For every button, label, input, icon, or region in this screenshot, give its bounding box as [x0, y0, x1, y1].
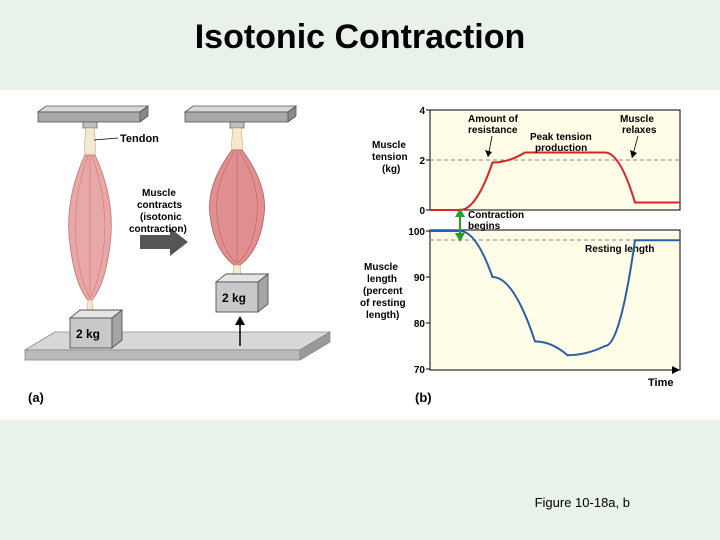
svg-text:contraction): contraction): [129, 224, 187, 235]
svg-text:Muscle: Muscle: [364, 262, 398, 273]
svg-text:Muscle: Muscle: [372, 140, 406, 151]
svg-text:Amount of: Amount of: [468, 114, 519, 125]
svg-text:tension: tension: [372, 152, 408, 163]
panel-b-label: (b): [415, 390, 432, 405]
svg-text:Muscle: Muscle: [620, 114, 654, 125]
svg-text:90: 90: [414, 273, 426, 284]
svg-text:contracts: contracts: [137, 200, 182, 211]
tendon-label: Tendon: [120, 133, 159, 145]
weight-label-left: 2 kg: [76, 327, 100, 341]
svg-text:(percent: (percent: [363, 286, 403, 297]
panel-a-label: (a): [28, 390, 44, 405]
svg-text:70: 70: [414, 365, 426, 376]
figure-container: 2 kg Tendon 2 kg: [0, 90, 720, 420]
svg-text:relaxes: relaxes: [622, 125, 657, 136]
svg-text:production: production: [535, 143, 587, 154]
svg-text:0: 0: [419, 206, 425, 217]
svg-text:2: 2: [419, 156, 425, 167]
svg-text:resistance: resistance: [468, 125, 518, 136]
figure-caption: Figure 10-18a, b: [535, 495, 630, 510]
svg-text:Contraction: Contraction: [468, 210, 524, 221]
contraction-arrow: Muscle contracts (isotonic contraction): [129, 188, 188, 256]
svg-text:Muscle: Muscle: [142, 188, 176, 199]
tension-length-chart: 0 2 4 Muscle tension (kg) Amount of resi…: [360, 100, 700, 395]
panel-a: 2 kg Tendon 2 kg: [20, 100, 340, 400]
svg-text:of resting: of resting: [360, 298, 406, 309]
svg-text:100: 100: [408, 227, 425, 238]
muscle-diagram: 2 kg Tendon 2 kg: [20, 100, 340, 400]
svg-text:begins: begins: [468, 221, 501, 232]
svg-text:Time: Time: [648, 377, 673, 389]
svg-text:Peak tension: Peak tension: [530, 132, 592, 143]
panel-b: 0 2 4 Muscle tension (kg) Amount of resi…: [360, 100, 700, 400]
svg-text:4: 4: [419, 106, 425, 117]
svg-text:(isotonic: (isotonic: [140, 212, 182, 223]
svg-text:(kg): (kg): [382, 164, 400, 175]
svg-text:length: length: [367, 274, 397, 285]
svg-text:80: 80: [414, 319, 426, 330]
weight-label-right: 2 kg: [222, 291, 246, 305]
svg-text:length): length): [366, 310, 399, 321]
svg-text:Resting length: Resting length: [585, 244, 654, 255]
page-title: Isotonic Contraction: [0, 0, 720, 57]
